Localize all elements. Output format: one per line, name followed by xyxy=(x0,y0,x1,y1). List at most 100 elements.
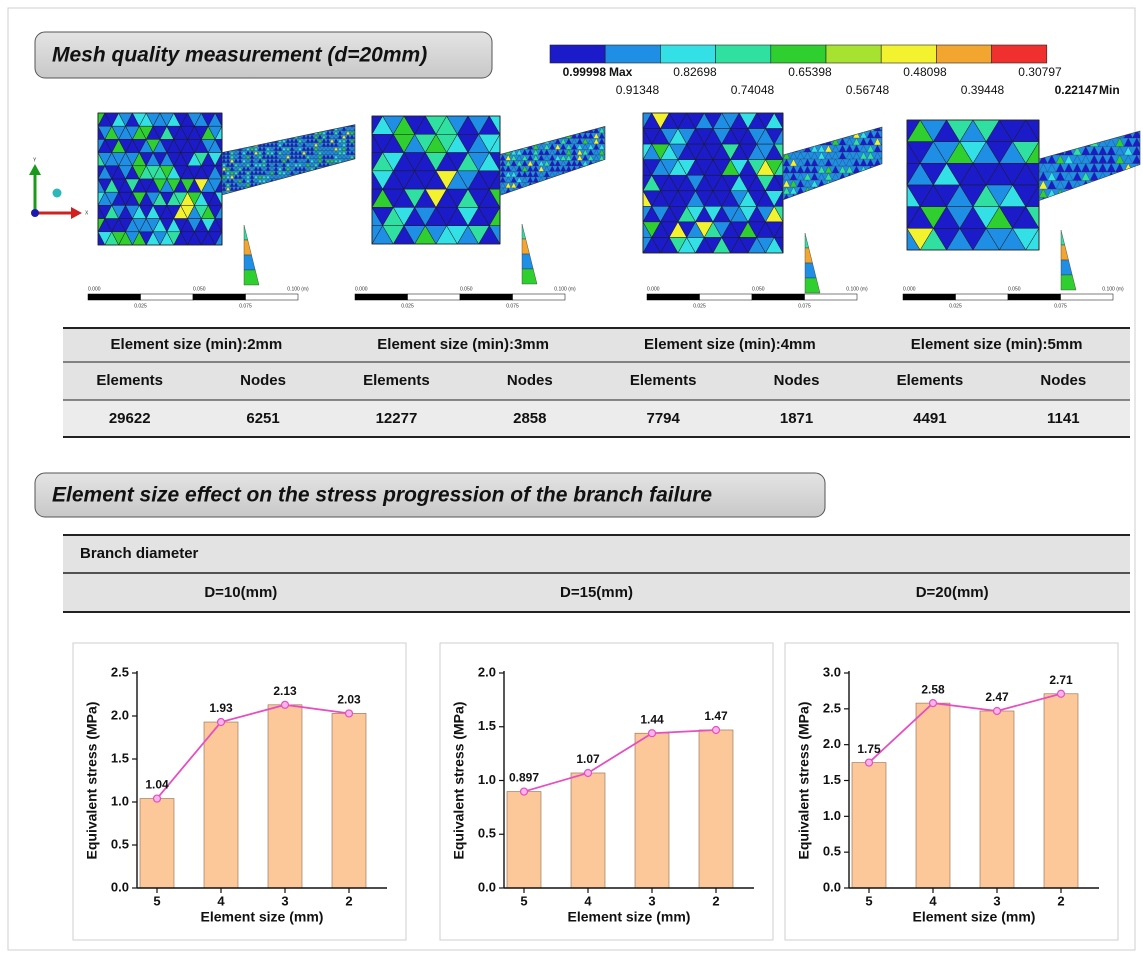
tube-element xyxy=(500,127,506,132)
tube-element xyxy=(555,177,561,183)
tube-element xyxy=(346,199,350,203)
tube-element xyxy=(230,127,234,131)
marker xyxy=(154,795,161,802)
sliver-element xyxy=(805,248,813,263)
tube-element xyxy=(242,123,246,127)
tube-element xyxy=(282,199,286,203)
tube-element xyxy=(342,187,346,191)
colorbar-cell xyxy=(605,45,660,63)
colorbar-label: 0.30797 xyxy=(1018,65,1062,79)
tube-element xyxy=(226,119,230,123)
tube-element xyxy=(605,166,611,172)
tube-element xyxy=(790,201,797,208)
tube-element xyxy=(330,175,334,179)
table-cell: D=15(mm) xyxy=(560,584,633,601)
tube-element xyxy=(314,127,318,131)
tube-element xyxy=(282,187,286,191)
y-axis-title: Equivalent stress (MPa) xyxy=(84,702,100,860)
tube-element xyxy=(278,123,282,127)
tube-element xyxy=(294,179,298,183)
tube-element xyxy=(1056,198,1065,207)
x-tick-label: 2 xyxy=(712,893,719,908)
tube-element xyxy=(867,187,874,194)
tube-element xyxy=(254,131,258,135)
colorbar-cell xyxy=(826,45,881,63)
tube-element xyxy=(860,201,867,208)
tube-element xyxy=(572,122,578,128)
tube-element xyxy=(506,127,512,132)
tube-element xyxy=(550,182,556,188)
marker xyxy=(218,719,225,726)
tube-element xyxy=(605,149,611,155)
tube-element xyxy=(230,199,234,203)
tube-element xyxy=(254,123,258,127)
tube-element xyxy=(790,131,797,138)
tube-element xyxy=(294,183,298,187)
tube-element xyxy=(246,127,250,131)
tube-element xyxy=(566,199,572,205)
tube-element xyxy=(350,167,354,171)
tube-element xyxy=(1048,198,1057,207)
tube-element xyxy=(250,119,254,123)
tube-element xyxy=(318,127,322,131)
tube-element xyxy=(246,131,250,135)
colorbar-label: 0.22147 xyxy=(1055,83,1099,97)
tube-element xyxy=(306,175,310,179)
mesh-view: 0.0000.0500.100 (m)0.0250.075 xyxy=(88,113,358,309)
tube-element xyxy=(346,119,350,123)
tube-element xyxy=(302,127,306,131)
tube-element xyxy=(594,188,600,194)
tube-element xyxy=(326,119,330,123)
tube-element xyxy=(318,123,322,127)
y-tick-label: 2.0 xyxy=(823,736,841,751)
tube-element xyxy=(533,188,539,194)
tube-element xyxy=(528,138,534,144)
tube-element xyxy=(811,138,818,145)
tube-element xyxy=(350,163,354,167)
tube-element xyxy=(270,191,274,195)
tube-element xyxy=(561,199,567,205)
tube-element xyxy=(1124,172,1133,181)
tube-element xyxy=(354,115,358,119)
tube-element xyxy=(853,201,860,208)
tube-element xyxy=(1048,147,1057,156)
tube-element xyxy=(1133,172,1142,181)
sliver-element xyxy=(244,225,248,240)
tube-element xyxy=(594,193,600,199)
tube-element xyxy=(594,166,600,172)
tube-element xyxy=(298,183,302,187)
scale-label: 0.050 xyxy=(1008,286,1021,292)
tube-element xyxy=(222,135,226,139)
tube-element xyxy=(1039,147,1048,156)
scale-label: 0.000 xyxy=(647,286,660,292)
tube-element xyxy=(334,179,338,183)
tube-element xyxy=(310,195,314,199)
tube-element xyxy=(298,123,302,127)
scale-segment xyxy=(88,294,141,300)
tube-element xyxy=(511,144,517,150)
tube-element xyxy=(346,179,350,183)
tube-element xyxy=(561,188,567,194)
tube-element xyxy=(246,191,250,195)
tube-element xyxy=(322,179,326,183)
tube-element xyxy=(506,199,512,205)
colorbar-label: 0.48098 xyxy=(903,65,947,79)
table-cell: 1871 xyxy=(780,410,813,427)
x-tick-label: 3 xyxy=(993,893,1000,908)
tube-element xyxy=(242,139,246,143)
tube-element xyxy=(599,188,605,194)
tube-element xyxy=(572,193,578,199)
tube-element xyxy=(282,119,286,123)
table-row xyxy=(63,400,1130,437)
tube-element xyxy=(238,199,242,203)
bar xyxy=(571,773,605,888)
tube-element xyxy=(572,177,578,183)
tube-element xyxy=(790,117,797,124)
tube-element xyxy=(853,124,860,131)
tube-element xyxy=(350,123,354,127)
tube-element xyxy=(270,195,274,199)
tube-element xyxy=(254,127,258,131)
tube-element xyxy=(238,127,242,131)
arrow-head xyxy=(71,207,82,219)
section-title: Element size effect on the stress progre… xyxy=(52,484,712,507)
